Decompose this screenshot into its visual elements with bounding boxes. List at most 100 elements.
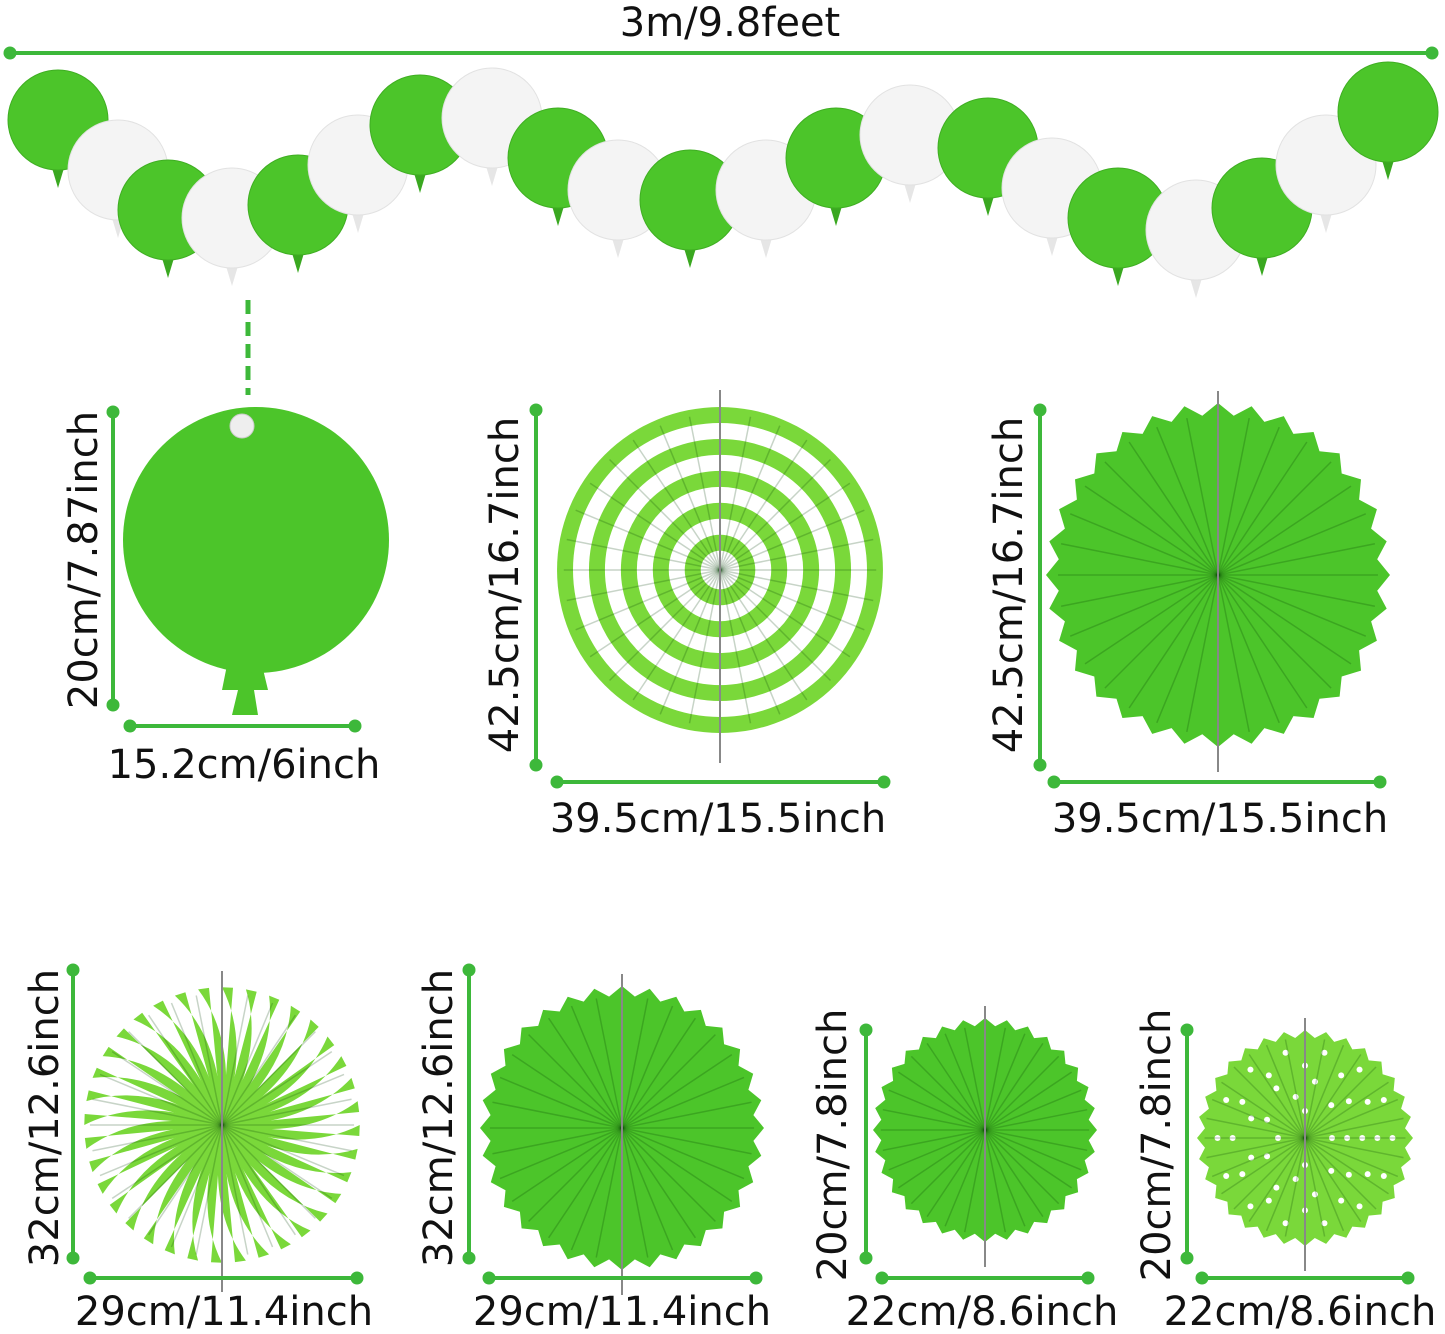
fan-3-height-label: 32cm/12.6inch	[22, 969, 68, 1267]
fan-fold	[1248, 1054, 1306, 1139]
garland-length-label: 3m/9.8feet	[620, 0, 841, 46]
fan-stripe	[187, 1125, 222, 1261]
fan-fold	[719, 416, 752, 571]
fan-fold	[882, 1129, 986, 1152]
fan-fold	[632, 569, 721, 701]
fan-fold	[1265, 1044, 1306, 1139]
fan-fold	[984, 1033, 1026, 1131]
fan-stripe	[102, 1046, 222, 1125]
balloon-height-label: 20cm/7.87inch	[61, 411, 107, 709]
balloon-tail	[552, 206, 564, 226]
fan-fold	[621, 1127, 733, 1202]
fan-fold	[621, 1127, 752, 1155]
polka-dot	[1311, 1078, 1318, 1085]
fan-fold	[984, 1071, 1073, 1131]
fan-fold	[910, 1129, 986, 1205]
fan-fold	[570, 1127, 623, 1251]
fan-fold	[1304, 1117, 1404, 1139]
fan-2-height-line-end	[1033, 758, 1047, 772]
fan-fold	[1233, 1137, 1306, 1210]
balloon-tail	[684, 248, 696, 268]
fan-fold	[1206, 1137, 1306, 1159]
fan-3-height-line-end	[66, 1251, 80, 1265]
balloon-height-line-end	[106, 698, 120, 712]
fan-fold	[1217, 543, 1376, 576]
fan-fold	[719, 458, 832, 571]
balloon-tail	[292, 253, 304, 273]
fan-fold	[888, 1129, 986, 1171]
polka-dot	[1364, 1098, 1371, 1105]
fan-fold	[195, 995, 223, 1126]
fan-stripe	[217, 1125, 246, 1263]
fan-fold	[1156, 426, 1219, 576]
polka-dot	[1328, 1102, 1335, 1109]
fan-stripe	[222, 1125, 358, 1160]
fan-fold	[621, 1127, 745, 1180]
polka-dot	[1248, 1115, 1255, 1122]
fan-fold	[621, 998, 649, 1129]
polka-dot	[1356, 1203, 1363, 1210]
fan-fold	[499, 1127, 623, 1180]
polka-dot	[1344, 1135, 1351, 1141]
balloon-tail	[414, 173, 426, 193]
fan-fold	[888, 1089, 986, 1131]
fan-fold	[621, 1034, 716, 1129]
polka-dot	[1380, 1172, 1387, 1179]
fan-fold	[111, 1124, 223, 1199]
fan-fold	[1248, 1137, 1306, 1222]
fan-6-width-line-end	[1195, 1271, 1209, 1285]
fan-stripe	[84, 1120, 222, 1149]
fan-2-width-line-end	[1047, 775, 1061, 789]
fan-5-height-line-end	[859, 1251, 873, 1265]
fan-1-height-line-end	[529, 403, 543, 417]
fan-fold	[111, 1051, 223, 1126]
fan-fold	[492, 1101, 623, 1129]
fan-fold	[1217, 441, 1308, 576]
balloon-tail	[1320, 213, 1332, 233]
polka-dot	[1329, 1135, 1335, 1141]
fan-6-height-line-end	[1180, 1023, 1194, 1037]
fan-stripe	[174, 992, 223, 1125]
fan-2-height-line-end	[1033, 403, 1047, 417]
polka-dot	[1264, 1116, 1271, 1123]
balloon-tail	[982, 196, 994, 216]
fan-stripe	[222, 989, 257, 1125]
fan-fold	[128, 1124, 223, 1219]
fan-fold	[1284, 1137, 1306, 1237]
fan-fold	[621, 1076, 745, 1129]
fan-5-height-line-end	[859, 1023, 873, 1037]
fan-fold	[621, 1054, 733, 1129]
fan-fold	[1304, 1137, 1404, 1159]
fan-fold	[719, 482, 851, 571]
fan-fold	[1221, 1137, 1306, 1195]
fan-fold	[1217, 574, 1352, 665]
balloon-tail	[1190, 278, 1202, 298]
polka-dot	[1248, 1154, 1255, 1161]
fan-fold	[221, 1098, 352, 1126]
garland-length-line-end	[1425, 46, 1439, 60]
polka-dot	[1273, 1184, 1280, 1191]
balloon-tail	[486, 166, 498, 186]
garland	[7, 61, 1439, 715]
fan-fold	[1217, 574, 1280, 724]
fan-fold	[99, 1124, 223, 1177]
fan-fold	[1217, 417, 1250, 576]
fan-fold	[608, 569, 721, 682]
fan-fold	[897, 1071, 986, 1131]
fan-fold	[548, 1127, 623, 1239]
fan-fold	[221, 1124, 352, 1152]
fan-1-width-line-end	[550, 775, 564, 789]
fan-fold	[688, 569, 721, 724]
fan-fold	[595, 1127, 623, 1258]
polka-dot	[1374, 1135, 1381, 1141]
fans	[80, 390, 1413, 1295]
fan-fold	[984, 1129, 1044, 1218]
fan-fold	[1186, 417, 1219, 576]
polka-dot	[1275, 1135, 1281, 1141]
balloon-tail	[52, 168, 64, 188]
fan-fold	[1217, 574, 1367, 637]
fan-fold	[621, 1127, 649, 1258]
fan-1-height-line-end	[529, 758, 543, 772]
fan-fold	[148, 1014, 223, 1126]
fan-fold	[719, 569, 752, 724]
